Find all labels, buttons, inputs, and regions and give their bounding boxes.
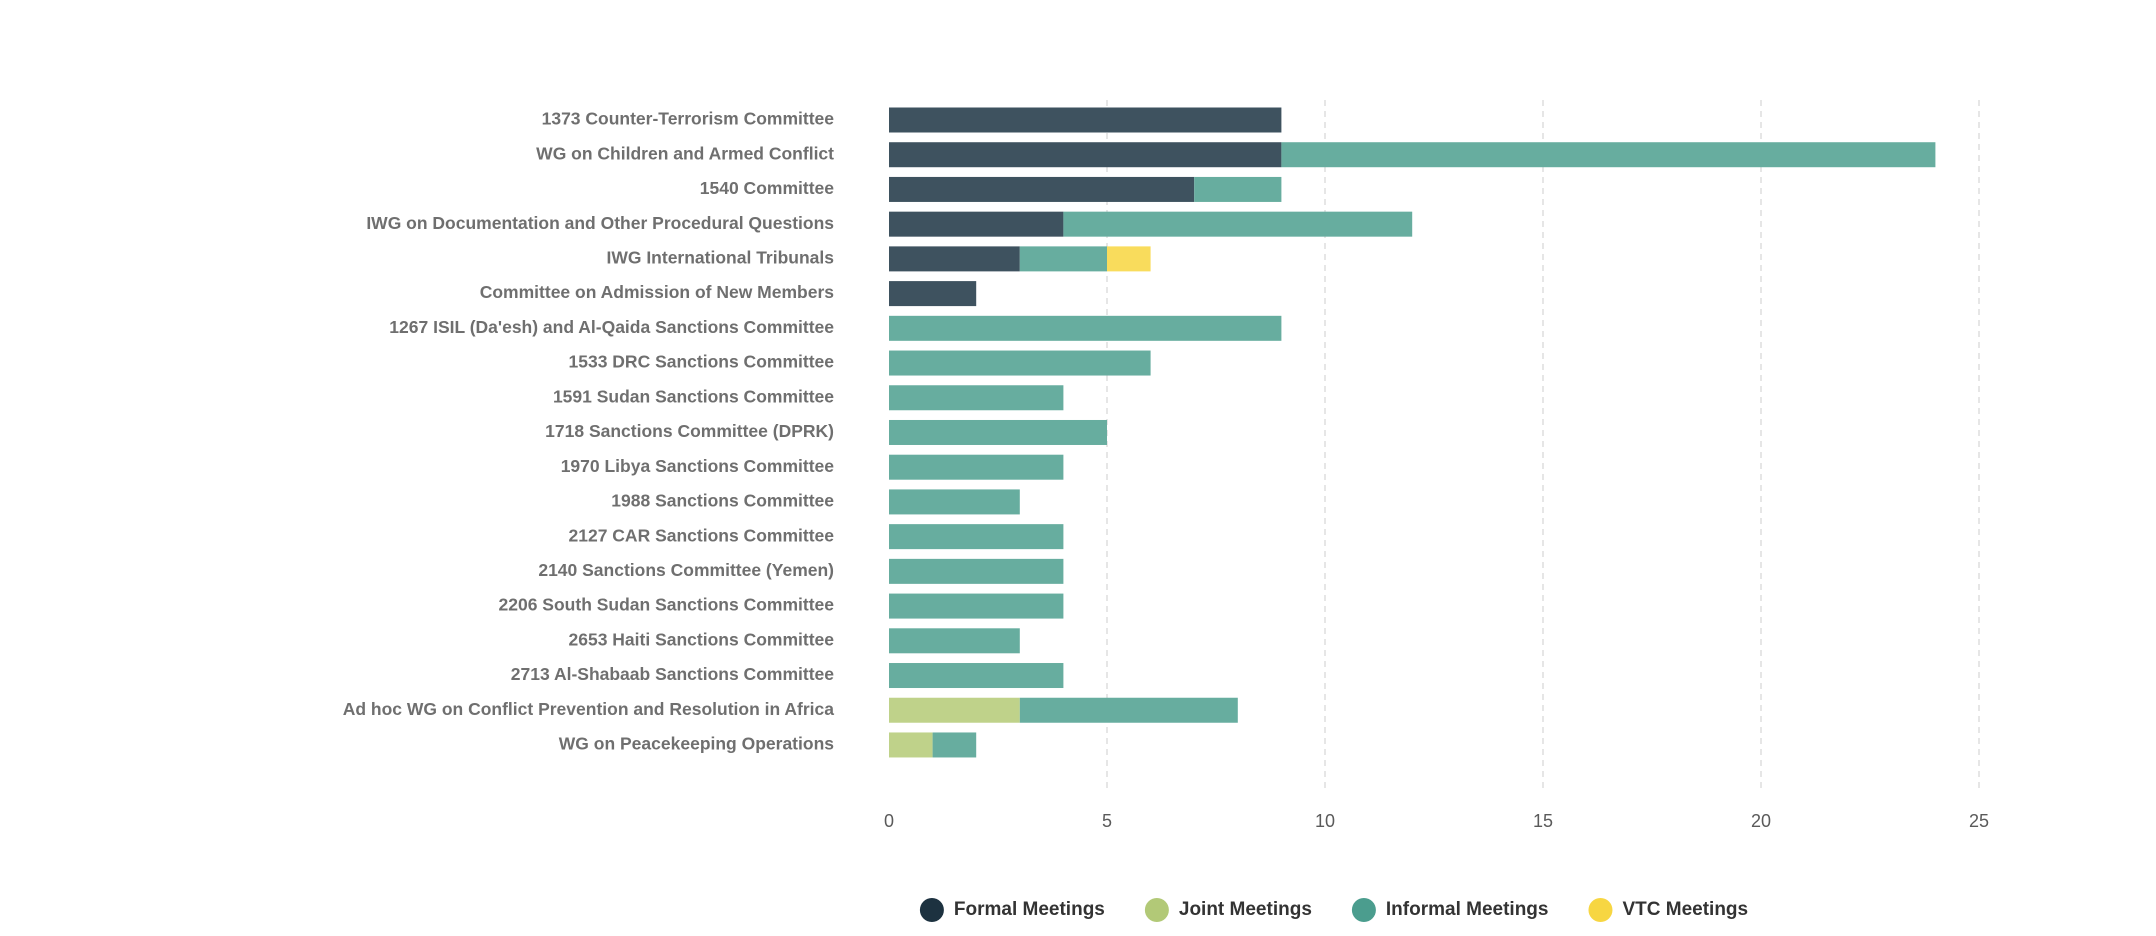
bar-segment-formal-meetings[interactable]: IWG on Documentation and Other Procedura… <box>889 211 1064 237</box>
category-label: 1970 Libya Sanctions Committee <box>561 456 835 476</box>
x-tick-label: 20 <box>1751 811 1771 831</box>
bar-segment-informal-meetings[interactable]: WG on Peacekeeping Operations — Informal… <box>932 732 977 758</box>
x-tick-label: 10 <box>1315 811 1335 831</box>
category-label: Ad hoc WG on Conflict Prevention and Res… <box>343 699 835 719</box>
bar-segment-informal-meetings[interactable]: 1267 ISIL (Da'esh) and Al-Qaida Sanction… <box>889 315 1282 341</box>
bar-segment-formal-meetings[interactable]: 1540 Committee — Formal Meetings: 7 <box>889 176 1195 202</box>
category-label: WG on Children and Armed Conflict <box>536 143 834 163</box>
category-label: Committee on Admission of New Members <box>480 282 835 302</box>
bar-segment-informal-meetings[interactable]: 2127 CAR Sanctions Committee — Informal … <box>889 524 1064 550</box>
legend-swatch-icon <box>1588 898 1613 922</box>
legend-label: Joint Meetings <box>1179 899 1312 920</box>
legend-label: VTC Meetings <box>1622 899 1748 920</box>
bar-segment-vtc-meetings[interactable]: IWG International Tribunals — VTC Meetin… <box>1107 246 1151 272</box>
grid-layer <box>1106 100 1980 793</box>
category-label: IWG International Tribunals <box>606 248 834 268</box>
legend-item-vtc-meetings[interactable]: VTC Meetings <box>1588 898 1748 922</box>
category-label: 2206 South Sudan Sanctions Committee <box>499 595 835 615</box>
category-label: IWG on Documentation and Other Procedura… <box>366 213 834 233</box>
category-label-layer: 1373 Counter-Terrorism Committee WG on Ch… <box>343 109 835 754</box>
category-label: 1533 DRC Sanctions Committee <box>569 352 835 372</box>
bar-segment-informal-meetings[interactable]: 2713 Al-Shabaab Sanctions Committee — In… <box>889 663 1064 689</box>
bar-segment-informal-meetings[interactable]: 2140 Sanctions Committee (Yemen) — Infor… <box>889 558 1064 584</box>
x-tick-label: 5 <box>1102 811 1112 831</box>
legend-item-formal-meetings[interactable]: Formal Meetings <box>919 898 1105 922</box>
bar-segment-informal-meetings[interactable]: IWG on Documentation and Other Procedura… <box>1063 211 1413 237</box>
bar-layer: 1373 Counter-Terrorism Committee — Forma… <box>889 107 1936 758</box>
bar-segment-informal-meetings[interactable]: 1540 Committee — Informal Meetings: 2 <box>1194 176 1282 202</box>
bar-segment-informal-meetings[interactable]: 1591 Sudan Sanctions Committee — Informa… <box>889 385 1064 411</box>
category-label: 2140 Sanctions Committee (Yemen) <box>538 560 834 580</box>
legend-label: Formal Meetings <box>954 899 1105 920</box>
category-label: 2713 Al-Shabaab Sanctions Committee <box>511 664 834 684</box>
x-tick-label: 25 <box>1969 811 1989 831</box>
bar-segment-formal-meetings[interactable]: Committee on Admission of New Members — … <box>889 281 977 307</box>
x-tick-label: 15 <box>1533 811 1553 831</box>
bar-segment-joint-meetings[interactable]: WG on Peacekeeping Operations — Joint Me… <box>889 732 933 758</box>
x-tick-label: 0 <box>884 811 894 831</box>
bar-segment-informal-meetings[interactable]: 1988 Sanctions Committee — Informal Meet… <box>889 489 1020 515</box>
legend-swatch-icon <box>1144 898 1169 922</box>
bar-segment-informal-meetings[interactable]: 2206 South Sudan Sanctions Committee — I… <box>889 593 1064 619</box>
category-label: 1540 Committee <box>700 178 834 198</box>
legend-item-joint-meetings[interactable]: Joint Meetings <box>1144 898 1312 922</box>
legend-item-informal-meetings[interactable]: Informal Meetings <box>1351 898 1549 922</box>
category-label: 1718 Sanctions Committee (DPRK) <box>545 421 834 441</box>
category-label: 1988 Sanctions Committee <box>611 491 834 511</box>
bar-segment-formal-meetings[interactable]: 1373 Counter-Terrorism Committee — Forma… <box>889 107 1282 133</box>
bar-segment-informal-meetings[interactable]: WG on Children and Armed Conflict — Info… <box>1281 142 1936 168</box>
bar-segment-informal-meetings[interactable]: 1533 DRC Sanctions Committee — Informal … <box>889 350 1151 376</box>
category-label: 1373 Counter-Terrorism Committee <box>542 109 835 129</box>
bar-segment-informal-meetings[interactable]: 2653 Haiti Sanctions Committee — Informa… <box>889 628 1020 654</box>
category-label: 1267 ISIL (Da'esh) and Al-Qaida Sanction… <box>389 317 834 337</box>
bar-segment-informal-meetings[interactable]: 1718 Sanctions Committee (DPRK) — Inform… <box>889 419 1107 445</box>
category-label: 1591 Sudan Sanctions Committee <box>553 386 834 406</box>
category-label: WG on Peacekeeping Operations <box>559 734 834 754</box>
legend: Formal Meetings Joint Meetings Informal Me… <box>919 898 1748 922</box>
x-axis: 0 5 10 15 20 25 <box>884 811 1989 831</box>
legend-swatch-icon <box>919 898 944 922</box>
bar-segment-formal-meetings[interactable]: WG on Children and Armed Conflict — Form… <box>889 142 1282 168</box>
bar-segment-informal-meetings[interactable]: IWG International Tribunals — Informal M… <box>1019 246 1107 272</box>
legend-label: Informal Meetings <box>1386 899 1549 920</box>
category-label: 2127 CAR Sanctions Committee <box>569 525 835 545</box>
bar-segment-informal-meetings[interactable]: Ad hoc WG on Conflict Prevention and Res… <box>1019 697 1238 723</box>
category-label: 2653 Haiti Sanctions Committee <box>569 629 835 649</box>
bar-segment-joint-meetings[interactable]: Ad hoc WG on Conflict Prevention and Res… <box>889 697 1020 723</box>
bar-segment-formal-meetings[interactable]: IWG International Tribunals — Formal Mee… <box>889 246 1020 272</box>
bar-segment-informal-meetings[interactable]: 1970 Libya Sanctions Committee — Informa… <box>889 454 1064 480</box>
legend-swatch-icon <box>1351 898 1376 922</box>
